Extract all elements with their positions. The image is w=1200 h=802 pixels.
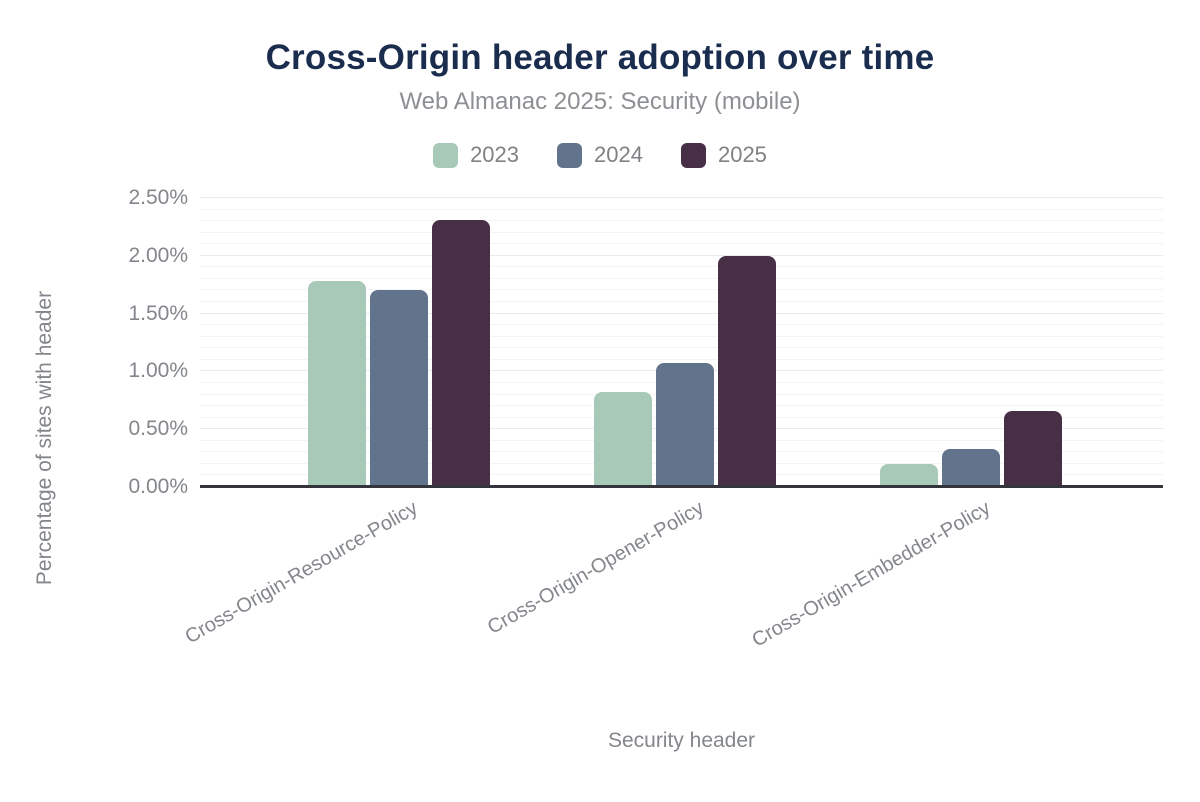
legend-swatch-icon	[557, 142, 583, 168]
x-axis-title: Security header	[607, 729, 756, 752]
minor-gridline	[200, 208, 1163, 210]
bar-2024-cross-origin-opener-policy[interactable]	[656, 363, 714, 487]
bar-2023-cross-origin-embedder-policy[interactable]	[880, 463, 938, 487]
y-tick-label: 2.00%	[128, 243, 188, 267]
minor-gridline	[200, 220, 1163, 222]
minor-gridline	[200, 347, 1163, 349]
legend: 2023 2024 2025	[0, 142, 1200, 168]
legend-label: 2023	[470, 142, 520, 167]
legend-swatch-icon	[433, 142, 459, 168]
y-tick-label: 1.50%	[128, 301, 188, 325]
legend-item-2025[interactable]: 2025	[680, 142, 767, 168]
x-tick-label-cross-origin-resource-policy: Cross-Origin-Resource-Policy	[181, 497, 422, 649]
minor-gridline	[200, 266, 1163, 268]
y-tick-label: 2.50%	[128, 186, 188, 209]
minor-gridline	[200, 231, 1163, 233]
bar-2023-cross-origin-resource-policy[interactable]	[308, 281, 366, 487]
x-tick-label-cross-origin-opener-policy: Cross-Origin-Opener-Policy	[484, 497, 708, 639]
chart-subtitle: Web Almanac 2025: Security (mobile)	[399, 88, 801, 115]
legend-label: 2024	[594, 142, 643, 167]
major-gridline	[200, 197, 1163, 198]
minor-gridline	[200, 358, 1163, 360]
minor-gridline	[200, 289, 1163, 291]
major-gridline	[200, 254, 1163, 256]
plot-area	[200, 197, 1163, 488]
y-axis-title: Percentage of sites with header	[33, 290, 56, 586]
minor-gridline	[200, 301, 1163, 303]
bar-2023-cross-origin-opener-policy[interactable]	[594, 392, 652, 487]
minor-gridline	[200, 243, 1163, 245]
x-tick-label-cross-origin-embedder-policy: Cross-Origin-Embedder-Policy	[748, 497, 994, 652]
legend-swatch-icon	[680, 142, 706, 168]
legend-item-2024[interactable]: 2024	[557, 142, 643, 168]
bar-2025-cross-origin-resource-policy[interactable]	[432, 219, 490, 487]
bar-2025-cross-origin-embedder-policy[interactable]	[1004, 410, 1062, 487]
minor-gridline	[200, 277, 1163, 279]
chart-title: Cross-Origin header adoption over time	[265, 38, 935, 77]
x-axis-line	[200, 485, 1163, 488]
minor-gridline	[200, 335, 1163, 337]
bar-2024-cross-origin-embedder-policy[interactable]	[942, 448, 1000, 487]
bar-2024-cross-origin-resource-policy[interactable]	[370, 290, 428, 487]
legend-label: 2025	[717, 142, 767, 167]
legend-item-2023[interactable]: 2023	[433, 142, 519, 168]
major-gridline	[200, 312, 1163, 314]
bar-2025-cross-origin-opener-policy[interactable]	[718, 255, 776, 487]
minor-gridline	[200, 324, 1163, 326]
y-tick-label: 0.00%	[128, 475, 188, 498]
y-tick-label: 0.50%	[128, 417, 188, 441]
y-tick-label: 1.00%	[128, 359, 188, 383]
